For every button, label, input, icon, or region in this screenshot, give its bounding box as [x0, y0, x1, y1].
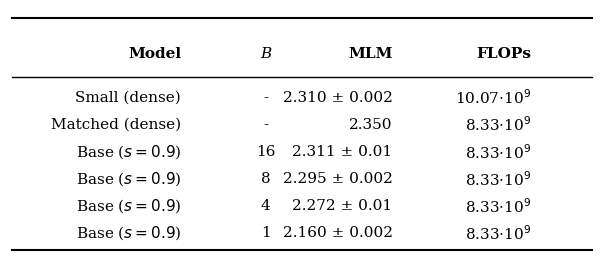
Text: 16: 16: [256, 145, 275, 159]
Text: 8.33$\cdot$10$^9$: 8.33$\cdot$10$^9$: [465, 143, 532, 162]
Text: 2.350: 2.350: [349, 118, 393, 132]
Text: 2.310 ± 0.002: 2.310 ± 0.002: [283, 91, 393, 105]
Text: Small (dense): Small (dense): [76, 91, 181, 105]
Text: 8.33$\cdot$10$^9$: 8.33$\cdot$10$^9$: [465, 170, 532, 189]
Text: 4: 4: [261, 199, 271, 213]
Text: -: -: [263, 91, 268, 105]
Text: 8.33$\cdot$10$^9$: 8.33$\cdot$10$^9$: [465, 224, 532, 243]
Text: MLM: MLM: [348, 47, 393, 61]
Text: Base ($s=0.9$): Base ($s=0.9$): [76, 143, 181, 161]
Text: Model: Model: [128, 47, 181, 61]
Text: 2.272 ± 0.01: 2.272 ± 0.01: [292, 199, 393, 213]
Text: 2.311 ± 0.01: 2.311 ± 0.01: [292, 145, 393, 159]
Text: B: B: [260, 47, 271, 61]
Text: 8: 8: [261, 172, 271, 186]
Text: 10.07$\cdot$10$^9$: 10.07$\cdot$10$^9$: [455, 89, 532, 107]
Text: 8.33$\cdot$10$^9$: 8.33$\cdot$10$^9$: [465, 197, 532, 216]
Text: 8.33$\cdot$10$^9$: 8.33$\cdot$10$^9$: [465, 116, 532, 134]
Text: Base ($s=0.9$): Base ($s=0.9$): [76, 198, 181, 215]
Text: Base ($s=0.9$): Base ($s=0.9$): [76, 171, 181, 188]
Text: 1: 1: [261, 227, 271, 240]
Text: -: -: [263, 118, 268, 132]
Text: Matched (dense): Matched (dense): [51, 118, 181, 132]
Text: FLOPs: FLOPs: [477, 47, 532, 61]
Text: 2.160 ± 0.002: 2.160 ± 0.002: [283, 227, 393, 240]
Text: 2.295 ± 0.002: 2.295 ± 0.002: [283, 172, 393, 186]
Text: Base ($s=0.9$): Base ($s=0.9$): [76, 225, 181, 242]
